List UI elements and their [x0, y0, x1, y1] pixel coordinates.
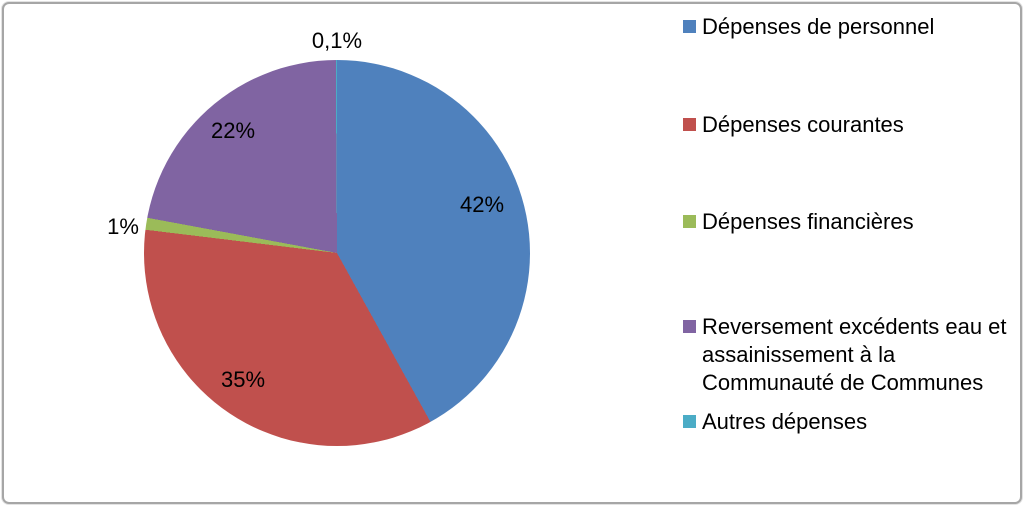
- pie-label-depenses-personnel: 42%: [459, 192, 505, 217]
- pie-label-reversement-excedents: 22%: [210, 118, 256, 143]
- legend-item-depenses-courantes: Dépenses courantes: [683, 111, 904, 139]
- legend-swatch-purple-icon: [683, 320, 696, 333]
- legend-item-depenses-financieres: Dépenses financières: [683, 208, 914, 236]
- legend-swatch-cyan-icon: [683, 415, 696, 428]
- legend-label: Reversement excédents eau et assainissem…: [702, 314, 1007, 395]
- legend-item-depenses-personnel: Dépenses de personnel: [683, 13, 934, 41]
- legend-item-autres-depenses: Autres dépenses: [683, 408, 867, 436]
- legend-label: Dépenses financières: [702, 209, 914, 234]
- legend-label: Dépenses de personnel: [702, 14, 935, 39]
- legend-swatch-green-icon: [683, 215, 696, 228]
- pie-label-depenses-courantes: 35%: [220, 367, 266, 392]
- pie-label-autres-depenses: 0,1%: [311, 28, 363, 53]
- legend-label: Dépenses courantes: [702, 112, 904, 137]
- pie-label-depenses-financieres: 1%: [107, 214, 139, 239]
- legend-swatch-blue-icon: [683, 20, 696, 33]
- legend-item-reversement-excedents: Reversement excédents eau et assainissem…: [683, 313, 1020, 397]
- legend-label: Autres dépenses: [702, 409, 868, 434]
- legend-swatch-red-icon: [683, 118, 696, 131]
- pie-chart: [144, 60, 530, 446]
